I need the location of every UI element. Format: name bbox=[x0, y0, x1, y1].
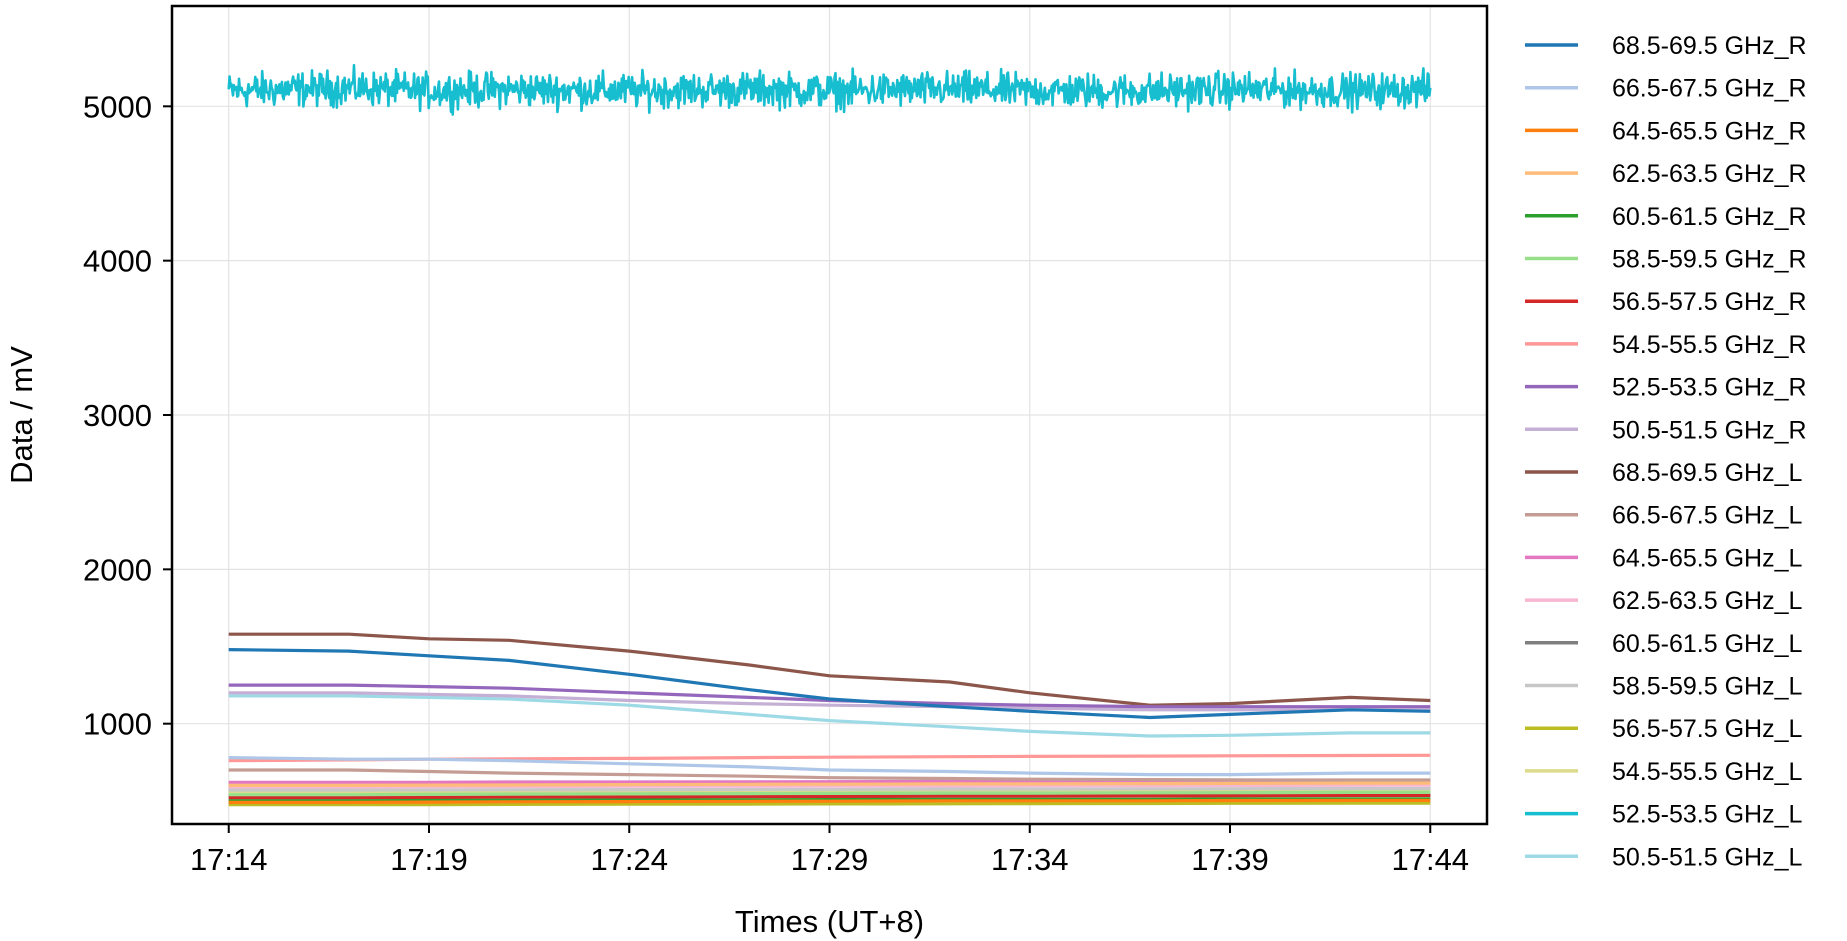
series-line-66-5-67-5-ghz-r bbox=[228, 756, 1431, 777]
x-tick-label: 17:29 bbox=[791, 842, 869, 877]
legend-label: 68.5-69.5 GHz_R bbox=[1612, 32, 1807, 60]
x-tick-label: 17:44 bbox=[1391, 842, 1469, 877]
legend-label: 64.5-65.5 GHz_R bbox=[1612, 117, 1807, 145]
legend-label: 66.5-67.5 GHz_R bbox=[1612, 75, 1807, 103]
series-line-68-5-69-5-ghz-l bbox=[228, 632, 1431, 707]
legend-entry: 56.5-57.5 GHz_R bbox=[1525, 288, 1807, 316]
y-axis: 1000 2000 3000 4000 5000 bbox=[83, 89, 172, 742]
series-line-58-5-59-5-ghz-r bbox=[228, 790, 1431, 797]
series-line-56-5-57-5-ghz-r bbox=[228, 793, 1431, 800]
legend-entry: 58.5-59.5 GHz_R bbox=[1525, 246, 1807, 274]
legend-label: 58.5-59.5 GHz_L bbox=[1612, 673, 1802, 701]
legend-entry: 50.5-51.5 GHz_L bbox=[1525, 843, 1802, 871]
y-tick-label: 4000 bbox=[83, 244, 152, 279]
legend-entry: 66.5-67.5 GHz_R bbox=[1525, 75, 1807, 103]
series-line-62-5-63-5-ghz-r bbox=[228, 781, 1431, 787]
legend-label: 52.5-53.5 GHz_R bbox=[1612, 374, 1807, 402]
series-layer bbox=[227, 63, 1432, 807]
legend-entry: 62.5-63.5 GHz_R bbox=[1525, 160, 1807, 188]
x-axis: 17:14 17:19 17:24 17:29 17:34 17:39 17:44 bbox=[190, 824, 1469, 877]
legend-label: 54.5-55.5 GHz_L bbox=[1612, 758, 1802, 786]
x-tick-label: 17:34 bbox=[991, 842, 1069, 877]
legend-entry: 60.5-61.5 GHz_L bbox=[1525, 630, 1802, 658]
legend-entry: 68.5-69.5 GHz_L bbox=[1525, 459, 1802, 487]
legend-label: 62.5-63.5 GHz_R bbox=[1612, 160, 1807, 188]
legend-label: 50.5-51.5 GHz_L bbox=[1612, 843, 1802, 871]
y-axis-title: Data / mV bbox=[4, 346, 39, 484]
legend-label: 62.5-63.5 GHz_L bbox=[1612, 587, 1802, 615]
legend-entry: 62.5-63.5 GHz_L bbox=[1525, 587, 1802, 615]
legend-label: 50.5-51.5 GHz_R bbox=[1612, 416, 1807, 444]
legend-label: 60.5-61.5 GHz_R bbox=[1612, 203, 1807, 231]
legend-label: 64.5-65.5 GHz_L bbox=[1612, 544, 1802, 572]
x-tick-label: 17:19 bbox=[390, 842, 468, 877]
legend-label: 52.5-53.5 GHz_L bbox=[1612, 801, 1802, 829]
series-line-50-5-51-5-ghz-l bbox=[228, 694, 1431, 738]
y-tick-label: 3000 bbox=[83, 398, 152, 433]
series-line-50-5-51-5-ghz-r bbox=[228, 691, 1431, 712]
x-tick-label: 17:39 bbox=[1191, 842, 1269, 877]
legend-entry: 64.5-65.5 GHz_L bbox=[1525, 544, 1802, 572]
y-tick-label: 2000 bbox=[83, 552, 152, 587]
legend: 68.5-69.5 GHz_R 66.5-67.5 GHz_R 64.5-65.5 … bbox=[1525, 32, 1807, 871]
legend-entry: 52.5-53.5 GHz_R bbox=[1525, 374, 1807, 402]
legend-entry: 58.5-59.5 GHz_L bbox=[1525, 673, 1802, 701]
legend-entry: 50.5-51.5 GHz_R bbox=[1525, 416, 1807, 444]
legend-label: 58.5-59.5 GHz_R bbox=[1612, 246, 1807, 274]
legend-entry: 52.5-53.5 GHz_L bbox=[1525, 801, 1802, 829]
series-line-66-5-67-5-ghz-l bbox=[228, 768, 1431, 782]
grid-lines bbox=[172, 6, 1487, 824]
series-line-56-5-57-5-ghz-l bbox=[228, 801, 1431, 807]
legend-label: 66.5-67.5 GHz_L bbox=[1612, 502, 1802, 530]
series-line-68-5-69-5-ghz-r bbox=[228, 648, 1431, 720]
legend-entry: 66.5-67.5 GHz_L bbox=[1525, 502, 1802, 530]
legend-entry: 60.5-61.5 GHz_R bbox=[1525, 203, 1807, 231]
series-line-64-5-65-5-ghz-r bbox=[228, 798, 1431, 804]
legend-entry: 54.5-55.5 GHz_R bbox=[1525, 331, 1807, 359]
legend-entry: 56.5-57.5 GHz_L bbox=[1525, 715, 1802, 743]
y-tick-label: 1000 bbox=[83, 707, 152, 742]
x-tick-label: 17:14 bbox=[190, 842, 268, 877]
legend-label: 68.5-69.5 GHz_L bbox=[1612, 459, 1802, 487]
legend-label: 56.5-57.5 GHz_R bbox=[1612, 288, 1807, 316]
legend-label: 54.5-55.5 GHz_R bbox=[1612, 331, 1807, 359]
y-tick-label: 5000 bbox=[83, 89, 152, 124]
x-axis-title: Times (UT+8) bbox=[735, 904, 924, 939]
series-line-58-5-59-5-ghz-l bbox=[228, 786, 1431, 792]
legend-entry: 64.5-65.5 GHz_R bbox=[1525, 117, 1807, 145]
series-line-52-5-53-5-ghz-l bbox=[227, 63, 1432, 116]
legend-label: 60.5-61.5 GHz_L bbox=[1612, 630, 1802, 658]
legend-label: 56.5-57.5 GHz_L bbox=[1612, 715, 1802, 743]
x-tick-label: 17:24 bbox=[590, 842, 668, 877]
legend-entry: 54.5-55.5 GHz_L bbox=[1525, 758, 1802, 786]
legend-entry: 68.5-69.5 GHz_R bbox=[1525, 32, 1807, 60]
